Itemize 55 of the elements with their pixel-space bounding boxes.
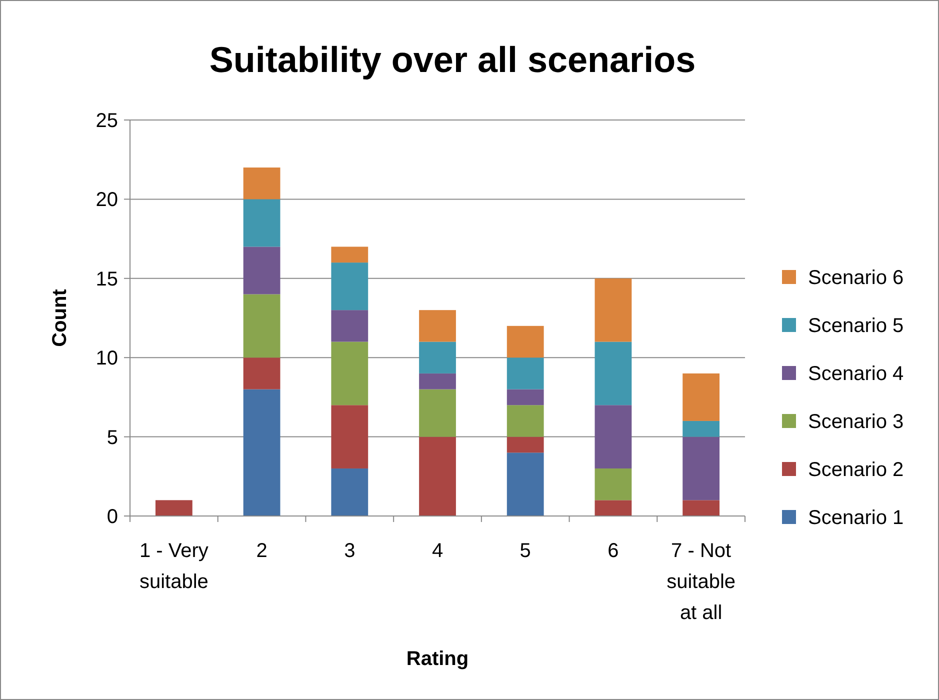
x-tick-label: 3 xyxy=(344,540,356,562)
bar xyxy=(243,294,280,358)
bar xyxy=(331,342,368,406)
bar xyxy=(594,405,632,468)
bar xyxy=(506,326,544,358)
legend-label: Scenario 3 xyxy=(808,411,904,433)
legend-label: Scenario 2 xyxy=(808,459,904,481)
y-tick-label: 20 xyxy=(96,189,118,212)
bar xyxy=(682,500,720,516)
chart-title: Suitability over all scenarios xyxy=(209,39,696,80)
bar xyxy=(331,468,368,516)
x-tick-label: 7 - Not suitable at all xyxy=(666,540,736,624)
bar xyxy=(331,310,368,342)
bar xyxy=(594,278,632,342)
bar xyxy=(419,373,456,390)
bar xyxy=(594,468,632,500)
x-axis-title: Rating xyxy=(406,648,469,670)
bar xyxy=(506,452,544,516)
bar xyxy=(243,246,280,294)
y-tick-label: 5 xyxy=(106,426,118,449)
legend-label: Scenario 6 xyxy=(808,267,904,289)
bar xyxy=(682,373,720,421)
y-tick-label: 15 xyxy=(96,268,118,290)
x-tick-label: 1 - Very suitable xyxy=(139,540,208,593)
bar xyxy=(594,342,632,406)
bar xyxy=(682,436,720,500)
bar xyxy=(243,389,280,516)
bar xyxy=(506,358,544,390)
bar xyxy=(331,405,368,468)
bar xyxy=(419,310,456,342)
bar xyxy=(243,168,280,200)
x-tick-label: 2 xyxy=(256,540,268,562)
legend-label: Scenario 1 xyxy=(808,507,904,529)
y-tick-label: 0 xyxy=(106,506,118,528)
bar xyxy=(594,500,632,516)
y-axis-title: Count xyxy=(49,288,71,347)
bar xyxy=(419,342,456,374)
bar xyxy=(331,262,368,310)
y-tick-label: 25 xyxy=(96,110,118,132)
bar xyxy=(506,436,544,453)
bar xyxy=(506,389,544,406)
x-tick-label: 6 xyxy=(608,540,619,562)
bar xyxy=(419,389,456,437)
bar xyxy=(682,420,720,437)
bar xyxy=(419,436,456,516)
bar xyxy=(506,405,544,437)
bar xyxy=(243,358,280,390)
legend-label: Scenario 5 xyxy=(808,315,904,337)
x-tick-label: 5 xyxy=(520,540,531,562)
y-tick-label: 10 xyxy=(96,348,118,370)
bar xyxy=(155,500,192,516)
bar xyxy=(331,246,368,263)
bar xyxy=(243,199,280,247)
legend-label: Scenario 4 xyxy=(808,363,904,385)
x-tick-label: 4 xyxy=(432,540,444,562)
